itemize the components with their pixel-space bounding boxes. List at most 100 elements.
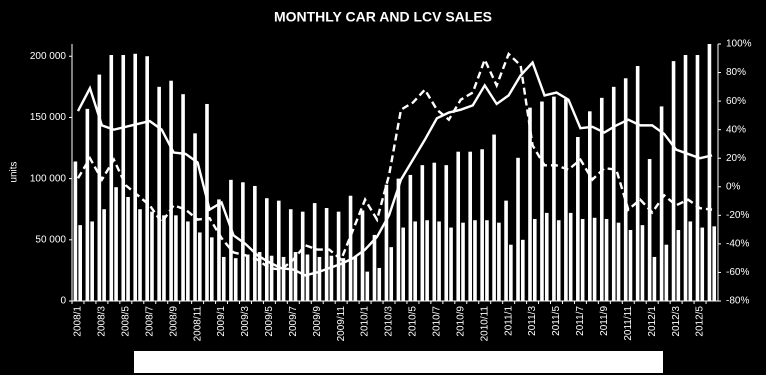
y-tick-label: 200 000 [30,51,67,62]
y2-tick-label: -40% [726,239,749,250]
bar [628,230,633,301]
bar [700,227,705,301]
x-tick-label: 2012/3 [671,306,682,337]
bar [73,161,78,301]
x-tick-label: 2008/5 [120,306,131,337]
bar [623,78,628,302]
y-tick-label: 100 000 [30,173,67,184]
bar [599,97,604,301]
y2-tick-label: 20% [726,153,746,164]
bar [265,198,269,301]
bar [360,210,365,301]
bar [564,99,568,301]
legend-box [134,351,663,373]
y-tick-label: 0 [60,296,66,307]
bar [580,219,585,301]
bar [425,220,429,301]
bar [133,53,138,301]
bar [449,227,453,301]
x-tick-label: 2009/5 [264,306,275,337]
bar [162,215,166,301]
bar [85,108,90,301]
bar [198,232,202,301]
bar [635,66,640,302]
x-tick-label: 2008/3 [97,306,108,337]
bar [269,255,274,301]
bar [544,212,549,301]
bar [480,149,484,301]
bar [217,199,221,301]
bar [576,137,580,301]
x-tick-label: 2010/3 [384,306,395,337]
x-tick-label: 2008/11 [192,306,203,342]
bar [276,200,281,301]
bar [640,225,645,301]
bar [659,106,664,302]
y-tick-label: 150 000 [30,112,67,123]
bar [556,220,561,301]
bar [341,258,346,301]
x-tick-label: 2009/1 [216,306,227,337]
bar [444,165,449,301]
bar [233,258,238,301]
bar [616,222,621,301]
bar [126,196,130,301]
y-axis-label: units [9,161,20,182]
bar [473,220,477,301]
bar [377,267,382,301]
y2-tick-label: 100% [726,39,752,50]
bar [647,159,652,301]
x-tick-label: 2011/11 [623,306,634,341]
x-tick-label: 2012/1 [647,306,658,337]
bar [186,221,190,301]
x-tick-label: 2008/7 [144,306,155,337]
bar [695,55,700,302]
bar [568,212,573,301]
bar [437,221,441,301]
bar [169,80,173,301]
bar [532,219,537,301]
bar [145,56,149,301]
y-tick-label: 50 000 [35,234,66,245]
bar [461,222,465,301]
chart-title: MONTHLY CAR AND LCV SALES [274,9,492,25]
bar [229,179,233,301]
bar [688,221,693,301]
x-tick-label: 2008/9 [168,306,179,337]
bar [611,86,616,301]
bar [432,162,437,301]
x-tick-label: 2012/5 [695,306,706,337]
bar [401,227,405,301]
bar [683,55,688,302]
bar [497,222,501,301]
bar [389,247,394,301]
bar [114,187,118,301]
bar [281,256,286,301]
y2-tick-label: -60% [726,267,749,278]
bar [324,207,329,301]
y2-tick-label: 40% [726,124,746,135]
bar [181,94,185,301]
x-tick-label: 2009/11 [336,306,347,342]
bar [528,107,532,301]
bar [372,234,377,301]
bar [329,255,334,301]
x-tick-label: 2010/1 [360,306,371,337]
bar [509,244,513,301]
bar [150,211,154,301]
bar [676,230,681,301]
bar [652,256,657,301]
x-tick-label: 2009/7 [288,306,299,337]
bar [420,165,425,301]
x-tick-label: 2009/9 [312,306,323,337]
y2-tick-label: -20% [726,210,749,221]
bar [588,111,592,301]
bar [317,256,322,301]
bar [664,244,669,301]
y2-tick-label: 60% [726,96,746,107]
x-tick-label: 2011/1 [503,306,514,336]
x-tick-label: 2008/1 [73,306,84,337]
bar [468,151,472,301]
